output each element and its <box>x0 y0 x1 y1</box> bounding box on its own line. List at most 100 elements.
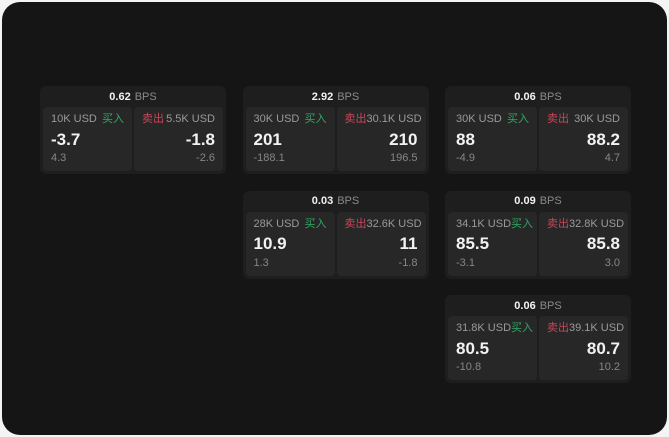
buy-price: 80.5 <box>456 338 490 358</box>
bps-unit-label: BPS <box>337 90 360 103</box>
sell-tag: 卖出 <box>344 113 367 125</box>
sell-price: 85.8 <box>586 234 620 253</box>
buy-side-panel[interactable]: 31.8K USD 买入 80.5 -10.8 <box>448 316 537 380</box>
sell-price: 88.2 <box>586 129 620 149</box>
buy-delta: -4.9 <box>456 152 475 164</box>
sell-delta: -2.6 <box>196 152 215 164</box>
bps-unit-label: BPS <box>134 90 157 103</box>
sell-amount: 39.1K USD <box>569 322 625 334</box>
sell-price: 210 <box>389 129 418 149</box>
sell-price: 80.7 <box>586 338 620 358</box>
bps-spread-value: 0.06 <box>514 299 536 312</box>
bps-spread-header: 0.62 BPS <box>40 86 226 107</box>
buy-tag: 买入 <box>507 113 529 125</box>
buy-delta: -10.8 <box>456 361 482 373</box>
sell-tag: 卖出 <box>344 217 367 230</box>
buy-price: 85.5 <box>456 234 490 253</box>
bps-unit-label: BPS <box>539 90 562 103</box>
sell-side-panel[interactable]: 卖出 39.1K USD 80.7 10.2 <box>539 316 628 380</box>
buy-side-top-row: 31.8K USD 买入 <box>456 322 533 335</box>
bps-spread-header: 0.06 BPS <box>445 295 631 316</box>
buy-delta: -188.1 <box>253 152 285 164</box>
bps-spread-value: 0.03 <box>311 195 334 207</box>
sell-amount: 32.8K USD <box>569 217 625 230</box>
buy-tag: 买入 <box>511 217 534 230</box>
sell-side-top-row: 卖出 39.1K USD <box>547 322 624 335</box>
sell-delta: 10.2 <box>598 361 620 373</box>
sell-tag: 卖出 <box>142 113 164 125</box>
quote-card-body: 28K USD 买入 10.9 1.3 卖出 32.6K USD 11 -1.8 <box>243 211 429 279</box>
sell-side-top-row: 卖出 32.6K USD <box>344 217 422 231</box>
bps-spread-value: 0.62 <box>109 90 131 103</box>
quote-card-body: 30K USD 买入 201 -188.1 卖出 30.1K USD 210 1… <box>243 107 429 174</box>
buy-tag: 买入 <box>304 113 327 125</box>
sell-side-top-row: 卖出 32.8K USD <box>547 217 624 231</box>
bps-unit-label: BPS <box>539 299 562 312</box>
quote-card-body: 31.8K USD 买入 80.5 -10.8 卖出 39.1K USD 80.… <box>445 316 631 383</box>
bps-unit-label: BPS <box>337 195 360 207</box>
quote-card: 0.03 BPS 28K USD 买入 10.9 1.3 卖出 32.6K US… <box>242 190 429 279</box>
buy-amount: 28K USD <box>253 217 300 230</box>
bps-spread-header: 0.03 BPS <box>243 191 429 212</box>
quote-card-body: 34.1K USD 买入 85.5 -3.1 卖出 32.8K USD 85.8… <box>445 211 631 279</box>
bps-spread-header: 0.09 BPS <box>445 191 631 212</box>
buy-tag: 买入 <box>102 113 124 125</box>
quote-card: 0.06 BPS 30K USD 买入 88 -4.9 卖出 30K USD 8… <box>445 86 631 174</box>
bps-spread-value: 0.09 <box>514 195 536 207</box>
sell-side-top-row: 卖出 30K USD <box>547 113 620 126</box>
sell-delta: -1.8 <box>398 256 418 269</box>
sell-side-panel[interactable]: 卖出 32.6K USD 11 -1.8 <box>336 211 426 276</box>
quote-card: 0.62 BPS 10K USD 买入 -3.7 4.3 卖出 5.5K USD… <box>40 86 226 174</box>
buy-side-panel[interactable]: 30K USD 买入 88 -4.9 <box>448 107 537 171</box>
sell-delta: 196.5 <box>389 152 418 164</box>
bps-spread-header: 2.92 BPS <box>243 86 429 107</box>
buy-price: -3.7 <box>51 129 81 149</box>
buy-price: 88 <box>456 129 475 149</box>
bps-spread-value: 0.06 <box>514 90 536 103</box>
buy-amount: 10K USD <box>51 113 97 125</box>
sell-side-panel[interactable]: 卖出 32.8K USD 85.8 3.0 <box>539 211 628 276</box>
quote-card-body: 10K USD 买入 -3.7 4.3 卖出 5.5K USD -1.8 -2.… <box>40 107 226 174</box>
sell-side-panel[interactable]: 卖出 30.1K USD 210 196.5 <box>336 107 426 171</box>
sell-price: -1.8 <box>185 129 215 149</box>
sell-side-panel[interactable]: 卖出 5.5K USD -1.8 -2.6 <box>134 107 223 171</box>
buy-amount: 31.8K USD <box>456 322 512 334</box>
buy-side-top-row: 10K USD 买入 <box>51 113 124 126</box>
buy-side-panel[interactable]: 34.1K USD 买入 85.5 -3.1 <box>448 211 537 276</box>
buy-amount: 30K USD <box>253 113 300 125</box>
sell-delta: 4.7 <box>604 152 620 164</box>
buy-side-top-row: 30K USD 买入 <box>456 113 529 126</box>
buy-tag: 买入 <box>304 217 327 230</box>
sell-price: 11 <box>399 234 418 253</box>
sell-amount: 30K USD <box>574 113 620 125</box>
sell-amount: 32.6K USD <box>366 217 422 230</box>
sell-amount: 30.1K USD <box>366 113 422 125</box>
buy-price: 10.9 <box>253 234 287 253</box>
sell-side-panel[interactable]: 卖出 30K USD 88.2 4.7 <box>539 107 628 171</box>
sell-delta: 3.0 <box>604 256 620 269</box>
sell-side-top-row: 卖出 5.5K USD <box>142 113 215 126</box>
bps-spread-value: 2.92 <box>311 90 334 103</box>
bps-unit-label: BPS <box>539 195 562 207</box>
buy-amount: 34.1K USD <box>456 217 512 230</box>
buy-side-panel[interactable]: 28K USD 买入 10.9 1.3 <box>245 211 335 276</box>
sell-tag: 卖出 <box>547 217 569 230</box>
bps-spread-header: 0.06 BPS <box>445 86 631 107</box>
buy-delta: 4.3 <box>51 152 67 164</box>
quote-card: 0.06 BPS 31.8K USD 买入 80.5 -10.8 卖出 39.1… <box>445 295 631 383</box>
sell-tag: 卖出 <box>547 322 569 334</box>
buy-delta: 1.3 <box>253 256 269 269</box>
sell-side-top-row: 卖出 30.1K USD <box>344 113 422 126</box>
quote-card: 0.09 BPS 34.1K USD 买入 85.5 -3.1 卖出 32.8K… <box>445 190 631 279</box>
buy-tag: 买入 <box>511 322 534 334</box>
buy-side-top-row: 30K USD 买入 <box>254 113 327 126</box>
buy-side-panel[interactable]: 30K USD 买入 201 -188.1 <box>245 107 335 171</box>
buy-delta: -3.1 <box>456 256 475 269</box>
buy-side-top-row: 34.1K USD 买入 <box>456 217 533 231</box>
buy-side-panel[interactable]: 10K USD 买入 -3.7 4.3 <box>43 107 132 171</box>
buy-side-top-row: 28K USD 买入 <box>254 218 327 231</box>
buy-amount: 30K USD <box>456 113 502 125</box>
quote-card: 2.92 BPS 30K USD 买入 201 -188.1 卖出 30.1K … <box>242 86 429 174</box>
quote-card-body: 30K USD 买入 88 -4.9 卖出 30K USD 88.2 4.7 <box>445 107 631 174</box>
